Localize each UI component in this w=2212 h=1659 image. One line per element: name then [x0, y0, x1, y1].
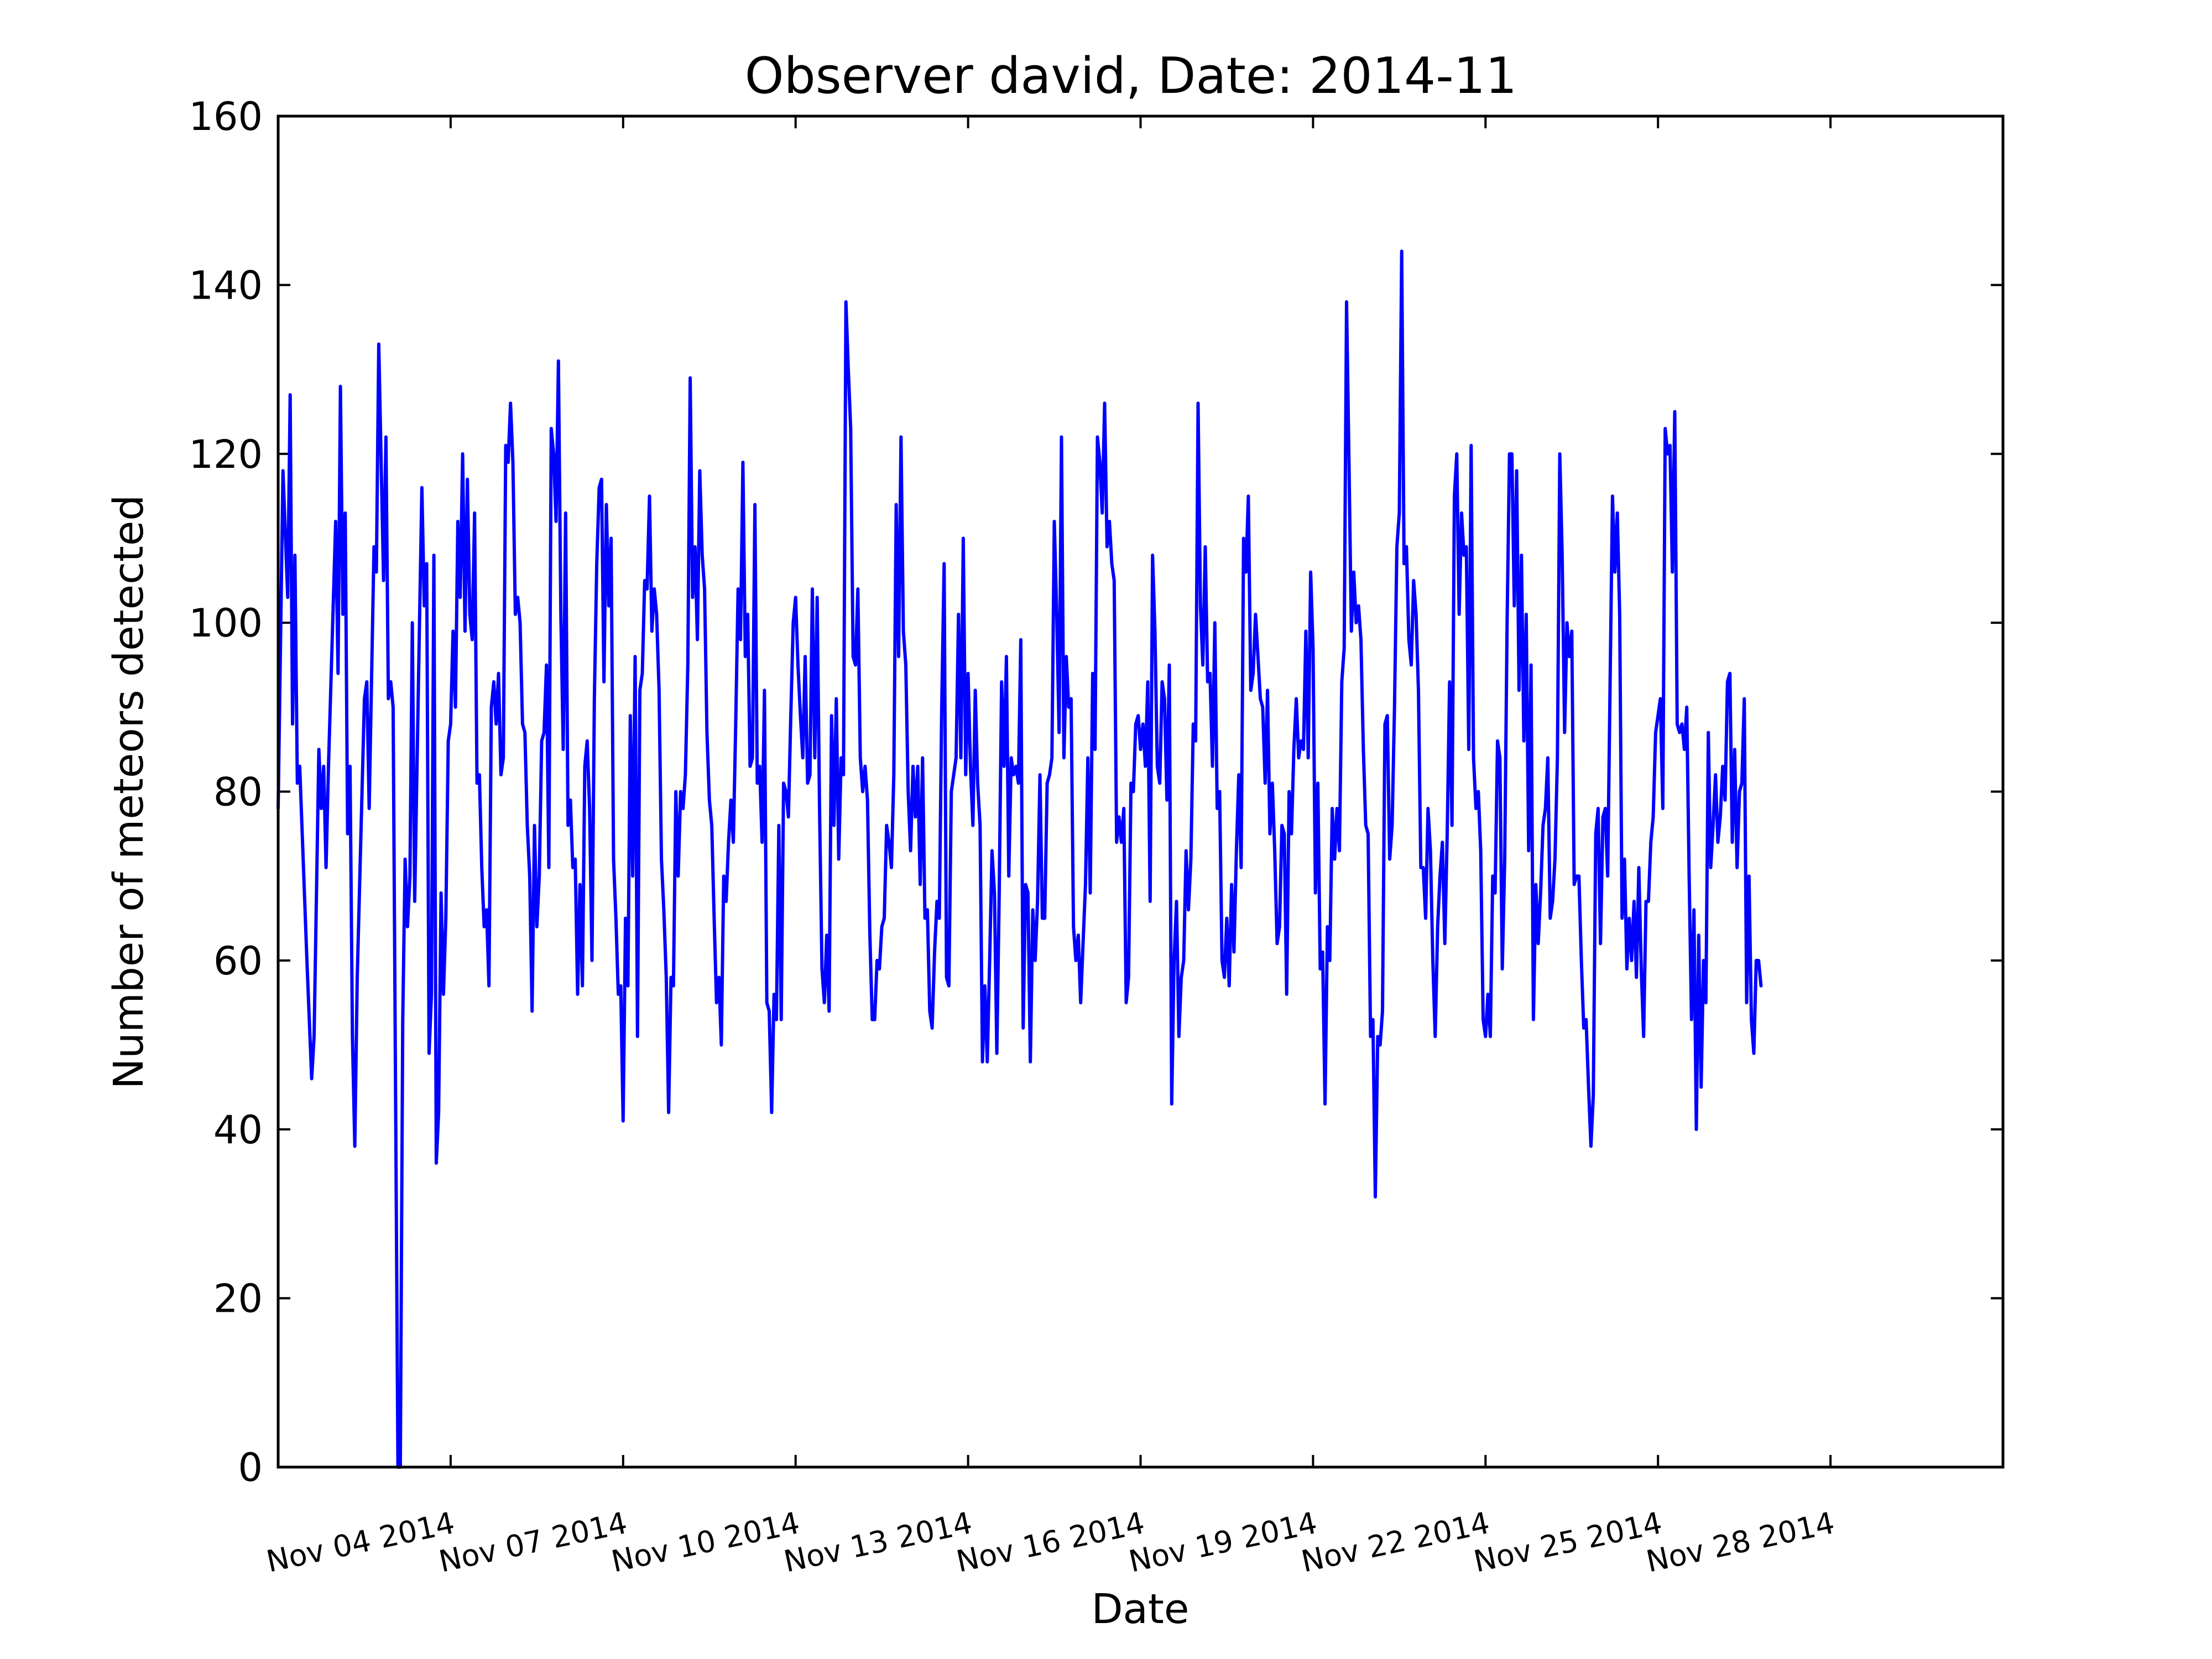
series-line	[276, 249, 1763, 1469]
plot-frame	[276, 114, 2005, 1469]
y-axis-ticks: 0 20 40 60 80 100 120 140 160	[189, 94, 2003, 1490]
y-tick-label: 20	[213, 1276, 263, 1322]
x-axis-label: Date	[1092, 1585, 1190, 1633]
y-tick-label: 40	[213, 1107, 263, 1152]
y-tick-label: 120	[189, 432, 263, 477]
y-tick-label: 80	[213, 770, 263, 815]
chart-title: Observer david, Date: 2014-11	[745, 47, 1517, 105]
y-axis-label: Number of meteors detected	[105, 495, 153, 1089]
y-tick-label: 60	[213, 938, 263, 984]
y-tick-label: 140	[189, 263, 263, 308]
y-tick-label: 0	[238, 1445, 263, 1490]
y-tick-label: 160	[189, 94, 263, 139]
y-tick-label: 100	[189, 601, 263, 646]
